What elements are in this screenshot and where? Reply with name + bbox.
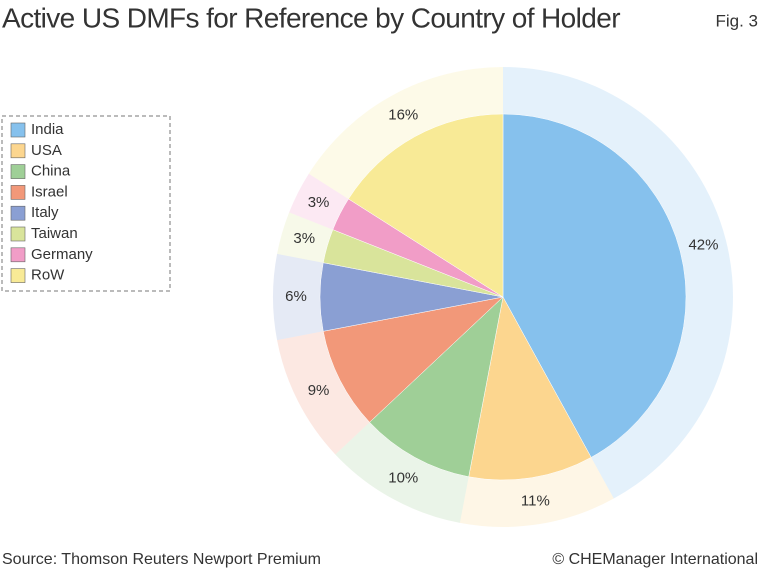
credit: © CHEManager International [552,551,758,568]
data-label: 10% [388,469,418,486]
legend-label: Taiwan [31,225,78,242]
legend-swatch [10,226,26,242]
legend-swatch [10,164,26,179]
data-label: 3% [293,230,315,247]
ring-segment [308,67,503,199]
legend-label: Israel [31,183,68,200]
legend-label: RoW [31,267,65,284]
data-label: 9% [308,382,330,399]
ring-segment [289,173,349,230]
legend-label: India [31,121,64,138]
ring-segment [335,422,469,523]
pie-slice [369,296,504,478]
legend-swatch [10,205,26,221]
pie-slice [468,296,592,481]
legend-swatch [10,268,26,283]
data-label: 11% [521,492,550,509]
ring-segment [277,212,333,263]
legend-swatch [10,247,26,263]
pie-slice [502,113,687,458]
ring-segment [273,253,324,341]
source: Source: Thomson Reuters Newport Premium [2,551,321,568]
pie-slice [348,113,504,298]
ring-segment [503,67,733,499]
ring-segment [459,457,614,527]
chart-title: Active US DMFs for Reference by Country … [2,2,620,33]
data-label: 42% [688,236,718,253]
data-label: 16% [388,107,418,124]
figure-label: Fig. 3 [715,11,758,30]
ring-segment [277,331,370,455]
legend-label: China [31,163,71,180]
data-label: 3% [308,194,330,211]
legend-label: USA [31,142,62,159]
legend-label: Germany [31,246,93,263]
legend-label: Italy [31,204,59,221]
legend-swatch [10,185,26,200]
legend-swatch [10,143,26,159]
data-label: 6% [285,288,307,305]
legend-box [1,115,171,292]
legend-swatch [10,122,26,138]
pie-slice [322,296,504,423]
